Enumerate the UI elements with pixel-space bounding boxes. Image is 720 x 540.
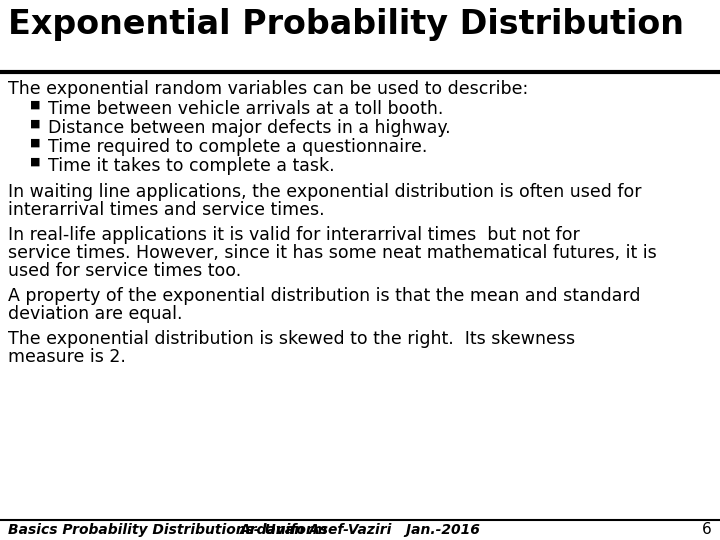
Text: Basics Probability Distributions- Uniform: Basics Probability Distributions- Unifor… bbox=[8, 523, 328, 537]
Text: interarrival times and service times.: interarrival times and service times. bbox=[8, 201, 325, 219]
Text: ■: ■ bbox=[30, 138, 40, 148]
Text: service times. However, since it has some neat mathematical futures, it is: service times. However, since it has som… bbox=[8, 244, 657, 262]
Text: ■: ■ bbox=[30, 157, 40, 167]
Text: used for service times too.: used for service times too. bbox=[8, 262, 241, 280]
Text: In waiting line applications, the exponential distribution is often used for: In waiting line applications, the expone… bbox=[8, 183, 642, 201]
Text: The exponential random variables can be used to describe:: The exponential random variables can be … bbox=[8, 80, 528, 98]
Text: 6: 6 bbox=[702, 523, 712, 537]
Text: Time it takes to complete a task.: Time it takes to complete a task. bbox=[48, 157, 335, 175]
Text: Exponential Probability Distribution: Exponential Probability Distribution bbox=[8, 8, 684, 41]
Text: Distance between major defects in a highway.: Distance between major defects in a high… bbox=[48, 119, 451, 137]
Text: The exponential distribution is skewed to the right.  Its skewness: The exponential distribution is skewed t… bbox=[8, 330, 575, 348]
Text: deviation are equal.: deviation are equal. bbox=[8, 305, 182, 323]
Text: Time required to complete a questionnaire.: Time required to complete a questionnair… bbox=[48, 138, 428, 156]
Text: Ardavan Asef-Vaziri   Jan.-2016: Ardavan Asef-Vaziri Jan.-2016 bbox=[240, 523, 480, 537]
Text: measure is 2.: measure is 2. bbox=[8, 348, 126, 366]
Text: ■: ■ bbox=[30, 100, 40, 110]
Text: In real-life applications it is valid for interarrival times  but not for: In real-life applications it is valid fo… bbox=[8, 226, 580, 244]
Text: A property of the exponential distribution is that the mean and standard: A property of the exponential distributi… bbox=[8, 287, 641, 305]
Text: ■: ■ bbox=[30, 119, 40, 129]
Text: Time between vehicle arrivals at a toll booth.: Time between vehicle arrivals at a toll … bbox=[48, 100, 444, 118]
